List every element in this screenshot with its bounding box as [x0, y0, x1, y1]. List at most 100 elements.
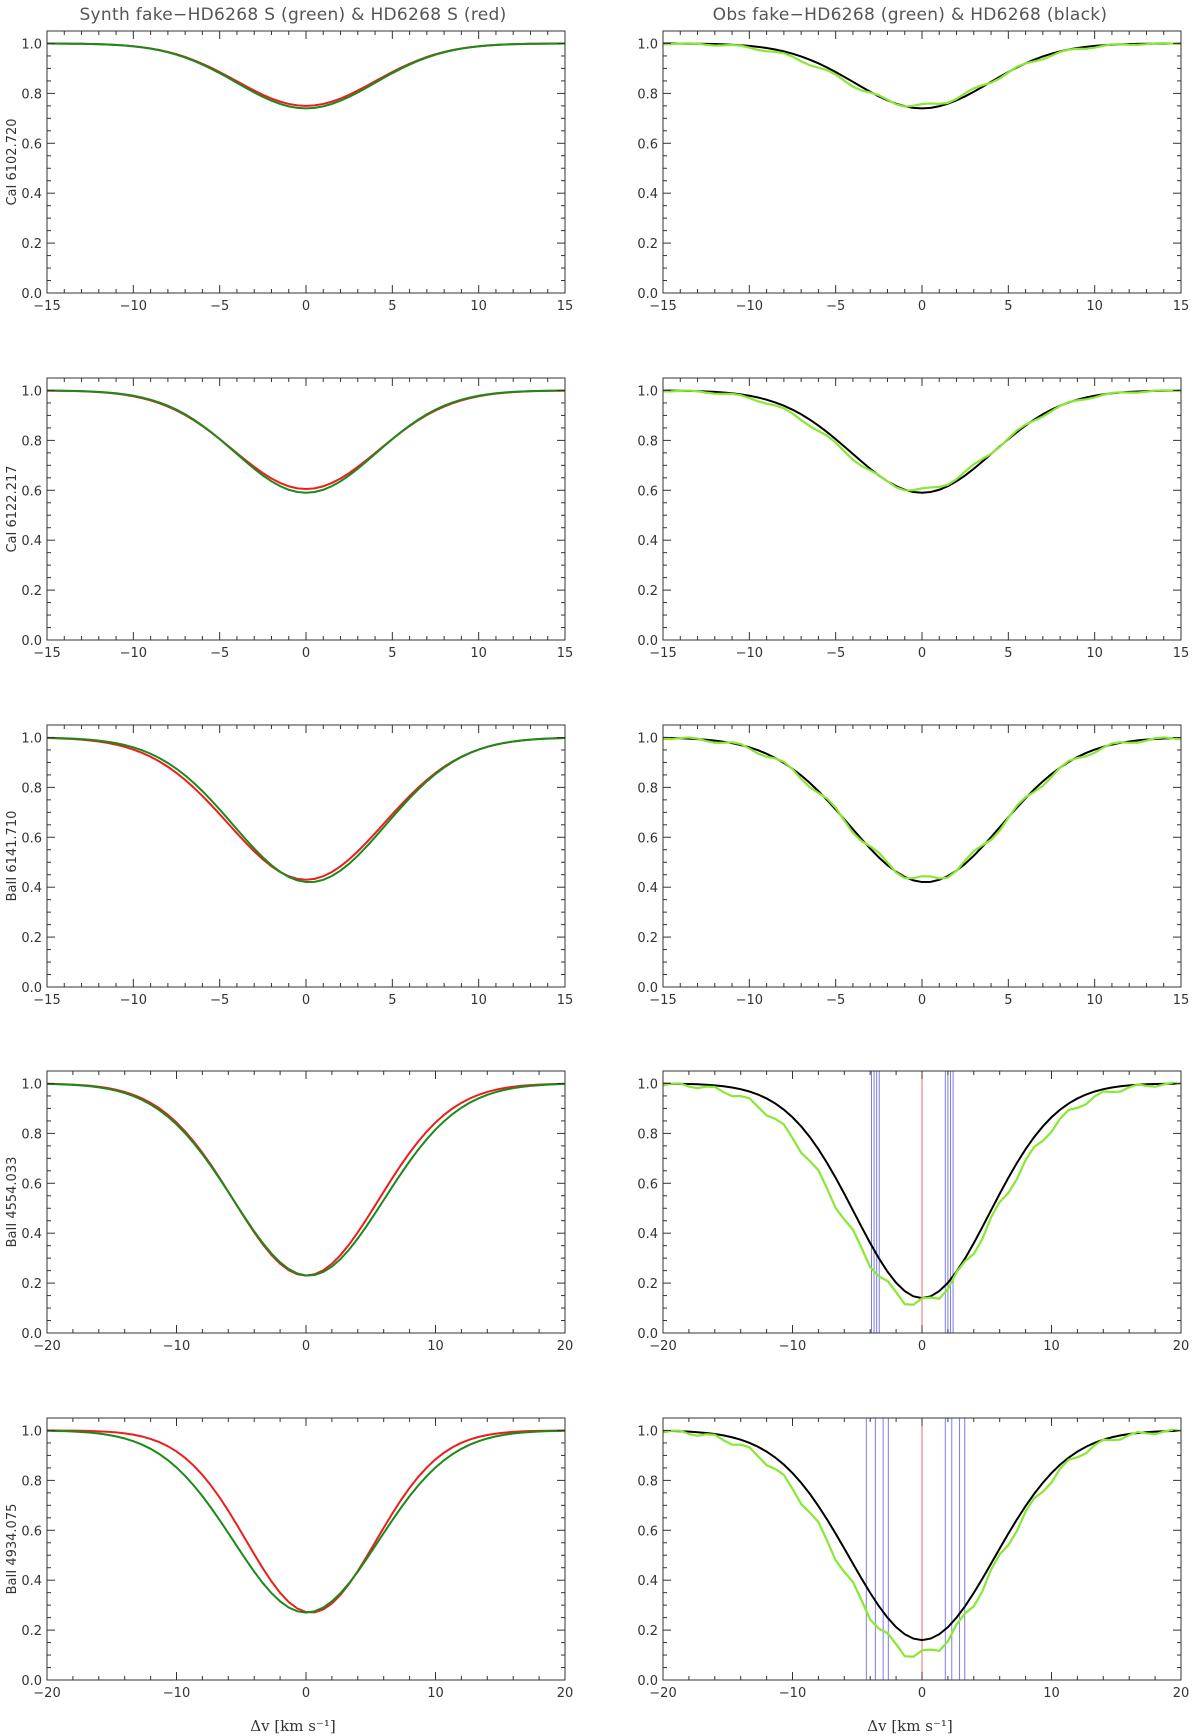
panel-1: −15 −10 −5 0 5 10 15 0.0 0.2 0.4 0.6 0.8 1.0: [637, 30, 1189, 314]
series-line-4-0: [46, 737, 566, 881]
xtick-label-2-15: 15: [557, 646, 574, 661]
xtick-label-5-0: 0: [918, 993, 926, 1008]
xtick-label-7-0: 0: [918, 1339, 926, 1354]
ytick-label-5-0.4: 0.4: [637, 881, 658, 896]
xtick-label-5-5: 5: [1004, 993, 1012, 1008]
title-right: Obs fake−HD6268 (green) & HD6268 (black): [713, 5, 1108, 25]
ytick-label-9-0.8: 0.8: [637, 1474, 658, 1489]
series-line-4-1: [46, 736, 566, 884]
xtick-label-5--5: −5: [826, 993, 845, 1008]
ytick-label-0-1.0: 1.0: [21, 37, 42, 52]
ytick-label-4-1.0: 1.0: [21, 731, 42, 746]
xtick-label-1--5: −5: [826, 299, 845, 314]
xtick-label-9-0: 0: [918, 1686, 926, 1701]
ytick-label-5-0.6: 0.6: [637, 831, 658, 846]
xtick-label-3-0: 0: [918, 646, 926, 661]
series-line-0-1: [46, 42, 566, 110]
panel-8: −20 −10 0 10 20 0.0 0.2 0.4 0.6 0.8 1.0 BaII 4934.0…: [5, 1417, 574, 1701]
series-line-2-0: [46, 389, 566, 491]
ytick-label-1-0.6: 0.6: [637, 137, 658, 152]
xtick-label-6-20: 20: [557, 1339, 574, 1354]
ytick-label-3-0.6: 0.6: [637, 484, 658, 499]
ytick-label-5-1.0: 1.0: [637, 731, 658, 746]
xtick-label-1--10: −10: [736, 299, 763, 314]
plot-frame-5: [662, 724, 1182, 988]
ytick-label-4-0.6: 0.6: [21, 831, 42, 846]
xtick-label-9--20: −20: [649, 1686, 676, 1701]
xtick-label-8--20: −20: [33, 1686, 60, 1701]
ytick-label-8-0.0: 0.0: [21, 1674, 42, 1689]
xtick-label-9-10: 10: [1043, 1686, 1060, 1701]
panels-group: −15 −10 −5 0 5 10 15 0.0 0.2 0.4 0.6 0.8 1.0 CaI 6102…: [5, 30, 1190, 1701]
ytick-label-0-0.2: 0.2: [21, 237, 42, 252]
xtick-label-6--10: −10: [163, 1339, 190, 1354]
series-line-5-1: [662, 736, 1182, 880]
xlabel-left: Δv [km s⁻¹]: [250, 1717, 336, 1735]
series-line-2-1: [46, 389, 566, 494]
panel-9: −20 −10 0 10 20 0.0 0.2 0.4 0.6 0.8 1.0: [637, 1417, 1189, 1701]
ylabel-2: CaI 6122.217: [5, 465, 20, 552]
xtick-label-8-20: 20: [557, 1686, 574, 1701]
xtick-label-7-20: 20: [1173, 1339, 1190, 1354]
xtick-label-4-10: 10: [470, 993, 487, 1008]
title-left: Synth fake−HD6268 S (green) & HD6268 S (…: [79, 5, 506, 25]
xtick-label-2--10: −10: [120, 646, 147, 661]
xtick-label-0-15: 15: [557, 299, 574, 314]
ytick-label-0-0.6: 0.6: [21, 137, 42, 152]
ytick-label-7-0.6: 0.6: [637, 1177, 658, 1192]
plot-frame-0: [46, 30, 566, 294]
xlabel-right: Δv [km s⁻¹]: [867, 1717, 953, 1735]
xtick-label-1--15: −15: [649, 299, 676, 314]
xtick-label-7-10: 10: [1043, 1339, 1060, 1354]
panel-4: −15 −10 −5 0 5 10 15 0.0 0.2 0.4 0.6 0.8 1.0 BaII 614…: [5, 724, 574, 1008]
xtick-label-2-5: 5: [388, 646, 396, 661]
xtick-label-1-0: 0: [918, 299, 926, 314]
series-line-9-0: [662, 1429, 1182, 1642]
xtick-label-2--15: −15: [33, 646, 60, 661]
ytick-label-6-1.0: 1.0: [21, 1077, 42, 1092]
ylabel-0: CaI 6102.720: [5, 118, 20, 205]
ytick-label-1-1.0: 1.0: [637, 37, 658, 52]
xtick-label-3--15: −15: [649, 646, 676, 661]
ytick-label-1-0.2: 0.2: [637, 237, 658, 252]
xtick-label-6-0: 0: [302, 1339, 310, 1354]
panel-6: −20 −10 0 10 20 0.0 0.2 0.4 0.6 0.8 1.0 BaII 4554.0…: [5, 1070, 574, 1354]
series-line-3-0: [662, 389, 1182, 494]
xtick-label-0-10: 10: [470, 299, 487, 314]
xtick-label-4--5: −5: [210, 993, 229, 1008]
ytick-label-2-0.8: 0.8: [21, 434, 42, 449]
xtick-label-7--10: −10: [779, 1339, 806, 1354]
ytick-label-9-1.0: 1.0: [637, 1424, 658, 1439]
ylabel-8: BaII 4934.075: [5, 1504, 20, 1595]
ytick-label-9-0.6: 0.6: [637, 1524, 658, 1539]
ytick-label-9-0.2: 0.2: [637, 1624, 658, 1639]
xtick-label-0--15: −15: [33, 299, 60, 314]
series-line-6-0: [46, 1082, 566, 1277]
ylabel-6: BaII 4554.033: [5, 1157, 20, 1248]
series-line-5-0: [662, 736, 1182, 884]
ytick-label-6-0.2: 0.2: [21, 1277, 42, 1292]
ytick-label-3-0.2: 0.2: [637, 584, 658, 599]
ytick-label-7-1.0: 1.0: [637, 1077, 658, 1092]
xtick-label-3-15: 15: [1173, 646, 1190, 661]
ytick-label-7-0.0: 0.0: [637, 1327, 658, 1342]
ytick-label-4-0.0: 0.0: [21, 981, 42, 996]
xtick-label-4--15: −15: [33, 993, 60, 1008]
ytick-label-3-0.0: 0.0: [637, 634, 658, 649]
xtick-label-8-0: 0: [302, 1686, 310, 1701]
xtick-label-9--10: −10: [779, 1686, 806, 1701]
xtick-label-3-5: 5: [1004, 646, 1012, 661]
plot-frame-4: [46, 724, 566, 988]
xtick-label-7--20: −20: [649, 1339, 676, 1354]
series-line-8-1: [46, 1429, 566, 1614]
xtick-label-4-15: 15: [557, 993, 574, 1008]
ytick-label-3-1.0: 1.0: [637, 384, 658, 399]
ytick-label-2-0.0: 0.0: [21, 634, 42, 649]
xtick-label-4-0: 0: [302, 993, 310, 1008]
xtick-label-4--10: −10: [120, 993, 147, 1008]
panel-5: −15 −10 −5 0 5 10 15 0.0 0.2 0.4 0.6 0.8 1.0: [637, 724, 1189, 1008]
ytick-label-1-0.8: 0.8: [637, 87, 658, 102]
xtick-label-5-10: 10: [1086, 993, 1103, 1008]
xtick-label-6-10: 10: [427, 1339, 444, 1354]
